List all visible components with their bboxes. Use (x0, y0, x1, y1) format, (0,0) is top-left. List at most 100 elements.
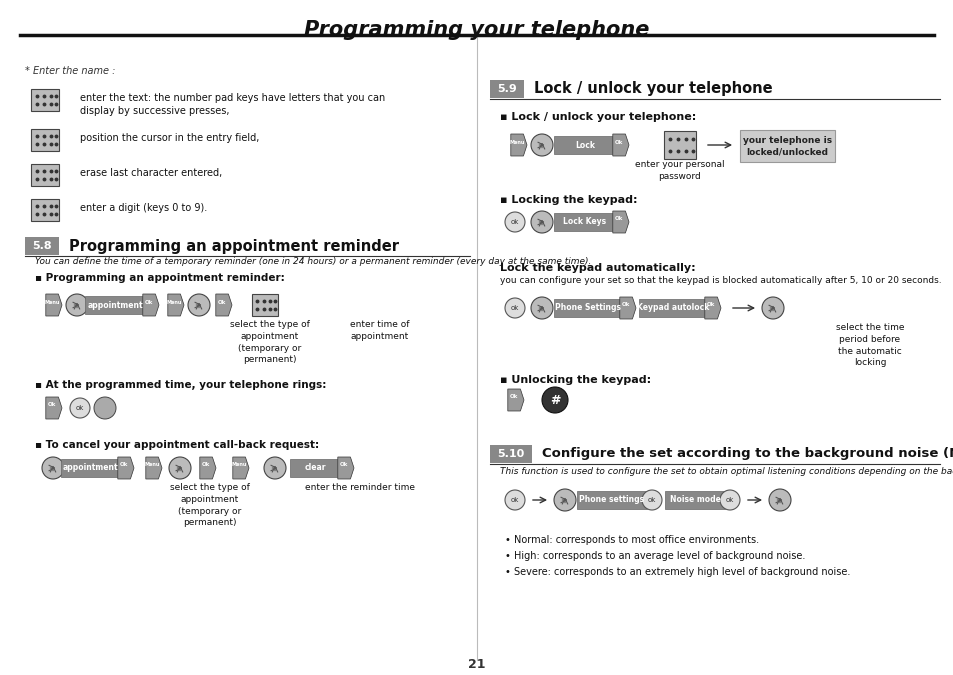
Circle shape (720, 490, 740, 510)
Polygon shape (215, 294, 232, 316)
Circle shape (94, 397, 116, 419)
Text: Phone settings: Phone settings (578, 495, 644, 504)
Text: you can configure your set so that the keypad is blocked automatically after 5, : you can configure your set so that the k… (499, 276, 941, 285)
Bar (30, 199, 59, 221)
Polygon shape (704, 297, 720, 319)
Text: enter your personal
password: enter your personal password (635, 160, 724, 181)
Circle shape (169, 457, 191, 479)
Text: ▪ To cancel your appointment call-back request:: ▪ To cancel your appointment call-back r… (35, 440, 319, 450)
Bar (30, 89, 59, 111)
Bar (663, 131, 696, 159)
Polygon shape (233, 457, 249, 479)
Text: select the type of
appointment
(temporary or
permanent): select the type of appointment (temporar… (170, 483, 250, 527)
Bar (577, 491, 646, 509)
Bar (490, 445, 532, 463)
Text: Ok: Ok (614, 140, 622, 144)
Text: Ok: Ok (509, 394, 517, 400)
Bar (85, 296, 145, 314)
Text: Lock Keys: Lock Keys (563, 217, 606, 227)
Text: 5.9: 5.9 (497, 84, 517, 94)
Bar (554, 213, 616, 231)
Circle shape (541, 387, 567, 413)
Text: Menu: Menu (144, 462, 159, 468)
Text: 21: 21 (468, 658, 485, 671)
Circle shape (66, 294, 88, 316)
Text: select the type of
appointment
(temporary or
permanent): select the type of appointment (temporar… (230, 320, 310, 364)
Text: Ok: Ok (48, 402, 56, 408)
Text: #: # (549, 394, 559, 406)
Text: ok: ok (510, 219, 518, 225)
Text: Menu: Menu (231, 462, 247, 468)
Text: Lock the keypad automatically:: Lock the keypad automatically: (499, 263, 695, 273)
Circle shape (70, 398, 90, 418)
Circle shape (42, 457, 64, 479)
Text: 5.8: 5.8 (32, 241, 51, 251)
Polygon shape (507, 389, 523, 411)
Text: ▪ Locking the keypad:: ▪ Locking the keypad: (499, 195, 637, 205)
Circle shape (264, 457, 286, 479)
Text: select the time
period before
the automatic
locking: select the time period before the automa… (835, 323, 903, 367)
Text: ok: ok (647, 497, 656, 503)
Circle shape (504, 212, 524, 232)
Text: position the cursor in the entry field,: position the cursor in the entry field, (80, 133, 259, 143)
Text: You can define the time of a temporary reminder (one in 24 hours) or a permanent: You can define the time of a temporary r… (35, 257, 591, 266)
Text: Configure the set according to the background noise (Noise mode): Configure the set according to the backg… (541, 448, 953, 460)
Text: ▪ Unlocking the keypad:: ▪ Unlocking the keypad: (499, 375, 651, 385)
Text: enter a digit (keys 0 to 9).: enter a digit (keys 0 to 9). (80, 203, 207, 213)
Text: Ok: Ok (120, 462, 128, 468)
Text: appointment: appointment (62, 464, 117, 472)
Bar (554, 299, 621, 317)
Circle shape (531, 211, 553, 233)
Text: • Severe: corresponds to an extremely high level of background noise.: • Severe: corresponds to an extremely hi… (504, 567, 849, 577)
Text: Programming an appointment reminder: Programming an appointment reminder (69, 238, 398, 254)
Text: Phone Settings: Phone Settings (555, 304, 620, 313)
Text: Menu: Menu (44, 300, 60, 304)
Text: clear: clear (304, 464, 325, 472)
Text: your telephone is
locked/unlocked: your telephone is locked/unlocked (742, 136, 831, 157)
Polygon shape (146, 457, 162, 479)
Text: ▪ At the programmed time, your telephone rings:: ▪ At the programmed time, your telephone… (35, 380, 326, 390)
Text: • Normal: corresponds to most office environments.: • Normal: corresponds to most office env… (504, 535, 759, 545)
Circle shape (768, 489, 790, 511)
Text: * Enter the name :: * Enter the name : (25, 66, 115, 76)
Bar (554, 136, 616, 154)
Polygon shape (143, 294, 159, 316)
Polygon shape (117, 457, 133, 479)
Circle shape (761, 297, 783, 319)
Polygon shape (46, 294, 62, 316)
Text: ok: ok (75, 405, 84, 411)
Text: Ok: Ok (614, 217, 622, 221)
Bar (30, 164, 59, 186)
Circle shape (531, 134, 553, 156)
Text: appointment: appointment (87, 300, 143, 310)
Bar (490, 80, 523, 98)
Polygon shape (510, 134, 526, 156)
Text: Menu: Menu (166, 300, 181, 304)
Circle shape (554, 489, 576, 511)
Text: Ok: Ok (706, 302, 715, 308)
Text: Ok: Ok (202, 462, 210, 468)
Text: Ok: Ok (339, 462, 348, 468)
Text: ok: ok (510, 497, 518, 503)
Text: Programming your telephone: Programming your telephone (304, 20, 649, 40)
Polygon shape (619, 297, 636, 319)
Text: Ok: Ok (217, 300, 226, 304)
Bar (740, 130, 834, 162)
Text: Ok: Ok (621, 302, 630, 308)
Bar (664, 491, 724, 509)
Text: enter time of
appointment: enter time of appointment (350, 320, 410, 341)
Bar (30, 129, 59, 151)
Circle shape (504, 298, 524, 318)
Bar (252, 294, 277, 316)
Bar (61, 459, 119, 477)
Bar (25, 237, 59, 255)
Text: erase last character entered,: erase last character entered, (80, 168, 222, 178)
Text: Menu: Menu (509, 140, 524, 144)
Text: ▪ Programming an appointment reminder:: ▪ Programming an appointment reminder: (35, 273, 284, 283)
Circle shape (641, 490, 661, 510)
Text: 5.10: 5.10 (497, 449, 524, 459)
Text: Noise mode: Noise mode (669, 495, 720, 504)
Polygon shape (168, 294, 184, 316)
Text: ok: ok (725, 497, 734, 503)
Polygon shape (46, 397, 62, 419)
